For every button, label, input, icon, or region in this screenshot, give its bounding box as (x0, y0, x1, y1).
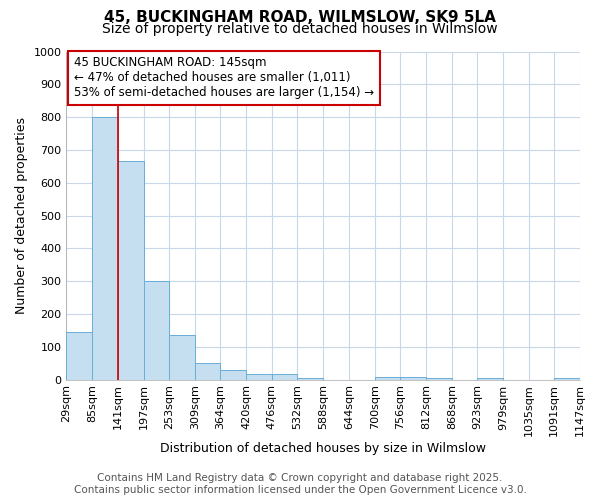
Y-axis label: Number of detached properties: Number of detached properties (15, 117, 28, 314)
X-axis label: Distribution of detached houses by size in Wilmslow: Distribution of detached houses by size … (160, 442, 486, 455)
Bar (272, 374, 298, 380)
Text: 45, BUCKINGHAM ROAD, WILMSLOW, SK9 5LA: 45, BUCKINGHAM ROAD, WILMSLOW, SK9 5LA (104, 10, 496, 25)
Bar (67, 332, 92, 380)
Bar (92, 117, 118, 380)
Bar (554, 378, 580, 380)
Bar (195, 362, 220, 380)
Text: 45 BUCKINGHAM ROAD: 145sqm
← 47% of detached houses are smaller (1,011)
53% of s: 45 BUCKINGHAM ROAD: 145sqm ← 47% of deta… (74, 56, 374, 100)
Text: Size of property relative to detached houses in Wilmslow: Size of property relative to detached ho… (102, 22, 498, 36)
Bar (220, 370, 246, 380)
Bar (477, 378, 503, 380)
Bar (169, 336, 195, 380)
Bar (298, 378, 323, 380)
Bar (143, 281, 169, 380)
Bar (246, 374, 272, 380)
Bar (374, 377, 400, 380)
Bar (426, 378, 452, 380)
Bar (400, 377, 426, 380)
Text: Contains HM Land Registry data © Crown copyright and database right 2025.
Contai: Contains HM Land Registry data © Crown c… (74, 474, 526, 495)
Bar (118, 162, 143, 380)
